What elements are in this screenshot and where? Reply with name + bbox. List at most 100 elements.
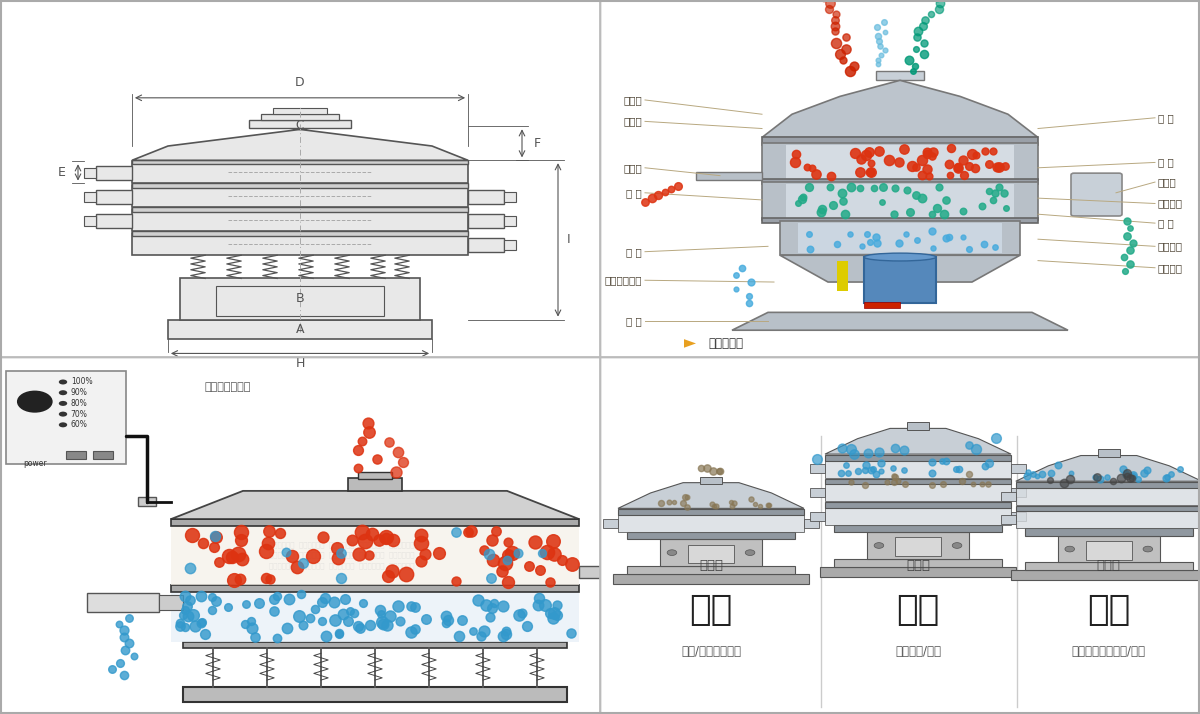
Point <box>544 613 563 624</box>
Point <box>373 619 392 630</box>
Point <box>884 208 904 220</box>
Point <box>196 628 215 640</box>
Point <box>725 497 744 508</box>
Point <box>785 156 804 168</box>
Point <box>1087 471 1106 483</box>
Point <box>900 206 919 217</box>
Point <box>864 183 883 194</box>
Bar <box>780 221 1020 256</box>
Point <box>726 283 745 295</box>
Point <box>1123 469 1142 481</box>
Point <box>193 537 212 548</box>
Point <box>928 203 947 214</box>
Point <box>923 146 942 158</box>
Text: H: H <box>295 357 305 370</box>
Point <box>848 465 868 476</box>
Point <box>962 149 982 160</box>
Point <box>860 146 880 158</box>
Point <box>917 149 936 160</box>
Point <box>923 480 942 491</box>
Point <box>869 145 888 156</box>
Bar <box>468 214 504 228</box>
Point <box>336 593 355 605</box>
Point <box>180 563 199 574</box>
Point <box>960 439 979 451</box>
Bar <box>696 172 762 180</box>
Point <box>1117 230 1136 241</box>
Text: A: A <box>295 323 305 336</box>
Point <box>437 610 456 622</box>
Point <box>294 619 313 630</box>
Point <box>826 20 845 31</box>
Point <box>1162 468 1181 480</box>
Point <box>174 609 193 620</box>
Point <box>721 497 740 508</box>
Point <box>857 460 876 471</box>
Point <box>1129 473 1148 485</box>
Bar <box>821 567 1015 577</box>
Point <box>110 657 130 668</box>
Point <box>862 166 881 177</box>
Point <box>170 618 190 629</box>
Point <box>371 608 390 620</box>
Point <box>852 241 871 252</box>
Point <box>799 181 818 193</box>
Point <box>348 620 367 632</box>
Point <box>652 498 671 509</box>
Bar <box>96 166 132 180</box>
Bar <box>504 216 516 226</box>
Text: 超声波振动筛  超声波振动筛  超声波振动筛  超声波振动筛  超声波振动筛: 超声波振动筛 超声波振动筛 超声波振动筛 超声波振动筛 超声波振动筛 <box>269 563 415 569</box>
Point <box>353 526 372 538</box>
Point <box>707 501 726 512</box>
Point <box>552 554 571 565</box>
Point <box>206 532 226 543</box>
Text: 去除异物/结块: 去除异物/结块 <box>895 645 941 658</box>
Point <box>256 573 275 584</box>
Bar <box>158 595 182 610</box>
Point <box>182 529 202 540</box>
Point <box>676 491 695 503</box>
Bar <box>866 532 970 558</box>
Point <box>895 464 914 476</box>
Bar <box>826 478 1010 484</box>
Point <box>384 534 403 545</box>
Point <box>836 459 856 471</box>
Point <box>888 476 907 487</box>
Point <box>985 187 1004 198</box>
Point <box>959 161 978 172</box>
Point <box>394 456 413 467</box>
Point <box>866 468 886 480</box>
Point <box>886 183 905 194</box>
Circle shape <box>667 550 677 555</box>
Polygon shape <box>360 377 372 383</box>
Text: 100%: 100% <box>71 378 92 386</box>
Point <box>175 590 194 602</box>
Point <box>833 196 852 207</box>
Point <box>872 196 892 208</box>
Point <box>1097 471 1116 483</box>
Bar <box>96 190 132 204</box>
Bar <box>618 511 804 532</box>
Point <box>416 613 436 625</box>
Point <box>954 169 973 181</box>
Text: I: I <box>568 233 571 246</box>
Bar <box>6 371 126 464</box>
Point <box>862 464 881 476</box>
Point <box>836 43 856 54</box>
Point <box>562 628 581 639</box>
Point <box>1138 464 1157 476</box>
Text: 网 架: 网 架 <box>1158 157 1174 168</box>
Bar <box>1001 491 1015 501</box>
Point <box>928 0 947 3</box>
Point <box>904 66 923 77</box>
Bar <box>132 231 468 236</box>
Text: 筛 网: 筛 网 <box>1158 113 1174 123</box>
Bar <box>1012 570 1200 580</box>
Point <box>760 499 779 511</box>
Point <box>1115 251 1134 263</box>
Point <box>862 157 881 169</box>
Point <box>1121 244 1140 256</box>
Text: E: E <box>58 166 66 179</box>
Point <box>702 498 721 510</box>
Point <box>894 444 913 456</box>
